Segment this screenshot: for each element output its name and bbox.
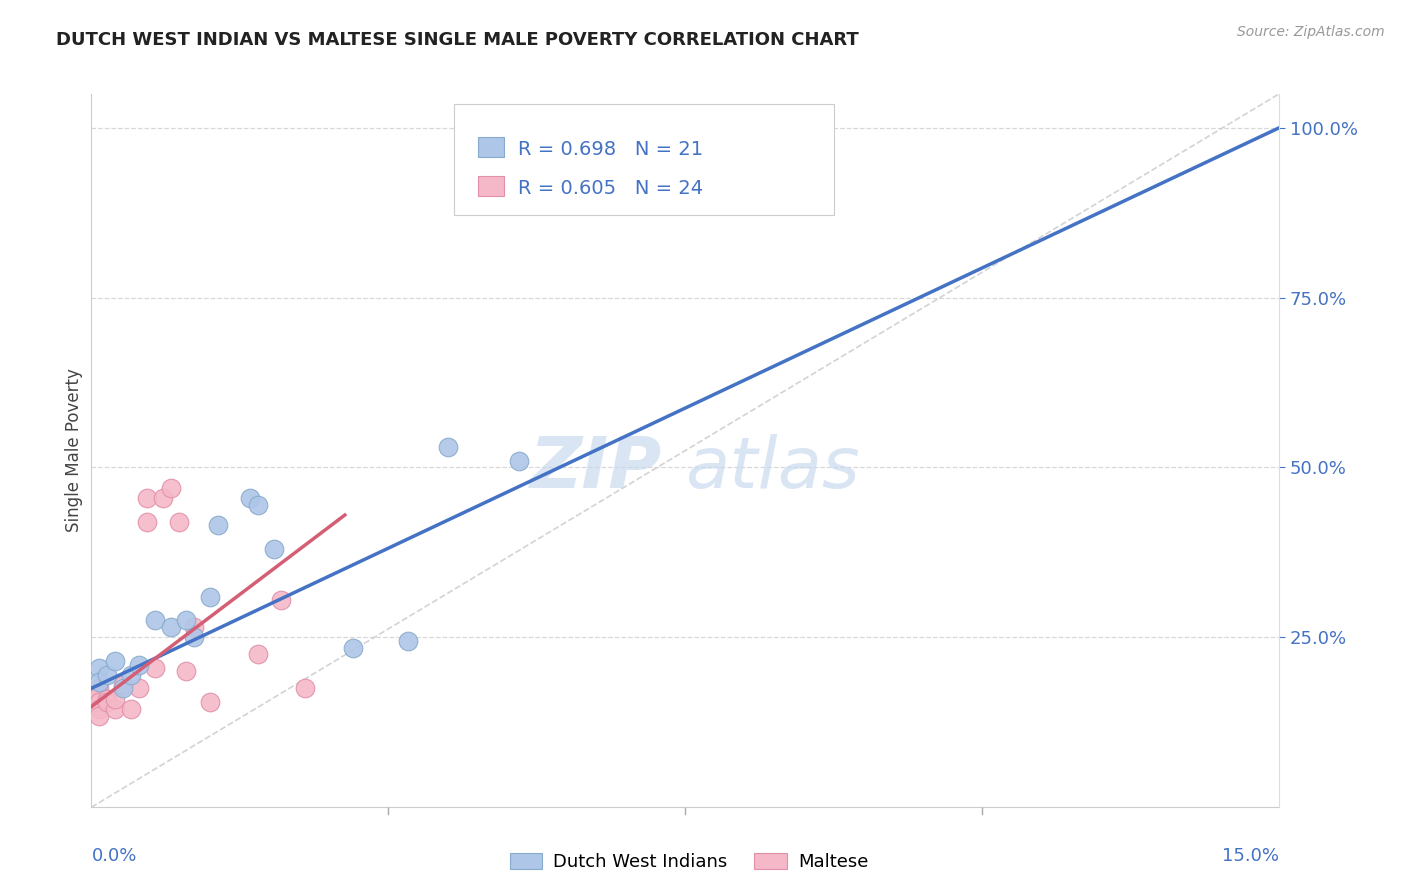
- Point: [89, 708, 111, 723]
- Point: [436, 440, 458, 454]
- Point: [294, 681, 316, 696]
- Point: [128, 681, 150, 696]
- Point: [207, 518, 229, 533]
- Text: 15.0%: 15.0%: [1222, 847, 1279, 864]
- Point: [183, 631, 205, 645]
- Point: [143, 661, 166, 675]
- Point: [104, 654, 127, 668]
- Point: [135, 515, 157, 529]
- Point: [89, 695, 111, 709]
- Point: [89, 674, 111, 689]
- Point: [96, 691, 118, 706]
- Point: [239, 491, 262, 505]
- Point: [112, 678, 135, 692]
- Point: [120, 702, 142, 716]
- Text: Source: ZipAtlas.com: Source: ZipAtlas.com: [1237, 25, 1385, 39]
- Text: atlas: atlas: [685, 434, 860, 503]
- Point: [200, 590, 222, 604]
- Y-axis label: Single Male Poverty: Single Male Poverty: [65, 368, 83, 533]
- Text: R = 0.605   N = 24: R = 0.605 N = 24: [517, 179, 703, 198]
- Point: [89, 702, 111, 716]
- Text: DUTCH WEST INDIAN VS MALTESE SINGLE MALE POVERTY CORRELATION CHART: DUTCH WEST INDIAN VS MALTESE SINGLE MALE…: [56, 31, 859, 49]
- Point: [270, 593, 292, 607]
- Point: [96, 695, 118, 709]
- Bar: [478, 136, 503, 157]
- Point: [104, 702, 127, 716]
- Point: [159, 620, 181, 634]
- Text: 0.0%: 0.0%: [91, 847, 136, 864]
- Bar: [478, 176, 503, 196]
- Point: [246, 648, 269, 662]
- Point: [104, 691, 127, 706]
- Legend: Dutch West Indians, Maltese: Dutch West Indians, Maltese: [502, 846, 876, 879]
- Point: [176, 665, 198, 679]
- Point: [808, 161, 831, 176]
- Point: [128, 657, 150, 672]
- Text: R = 0.698   N = 21: R = 0.698 N = 21: [517, 140, 703, 159]
- Point: [143, 613, 166, 627]
- Point: [508, 453, 530, 467]
- FancyBboxPatch shape: [454, 104, 834, 215]
- Point: [263, 541, 285, 556]
- Point: [183, 620, 205, 634]
- Point: [89, 681, 111, 696]
- Point: [135, 491, 157, 505]
- Point: [396, 633, 419, 648]
- Point: [176, 613, 198, 627]
- Point: [152, 491, 174, 505]
- Point: [120, 667, 142, 681]
- Point: [89, 688, 111, 702]
- Point: [246, 498, 269, 512]
- Point: [167, 515, 190, 529]
- Point: [159, 481, 181, 495]
- Point: [89, 661, 111, 675]
- Text: ZIP: ZIP: [530, 434, 662, 503]
- Point: [96, 667, 118, 681]
- Point: [342, 640, 364, 655]
- Point: [112, 681, 135, 696]
- Point: [200, 695, 222, 709]
